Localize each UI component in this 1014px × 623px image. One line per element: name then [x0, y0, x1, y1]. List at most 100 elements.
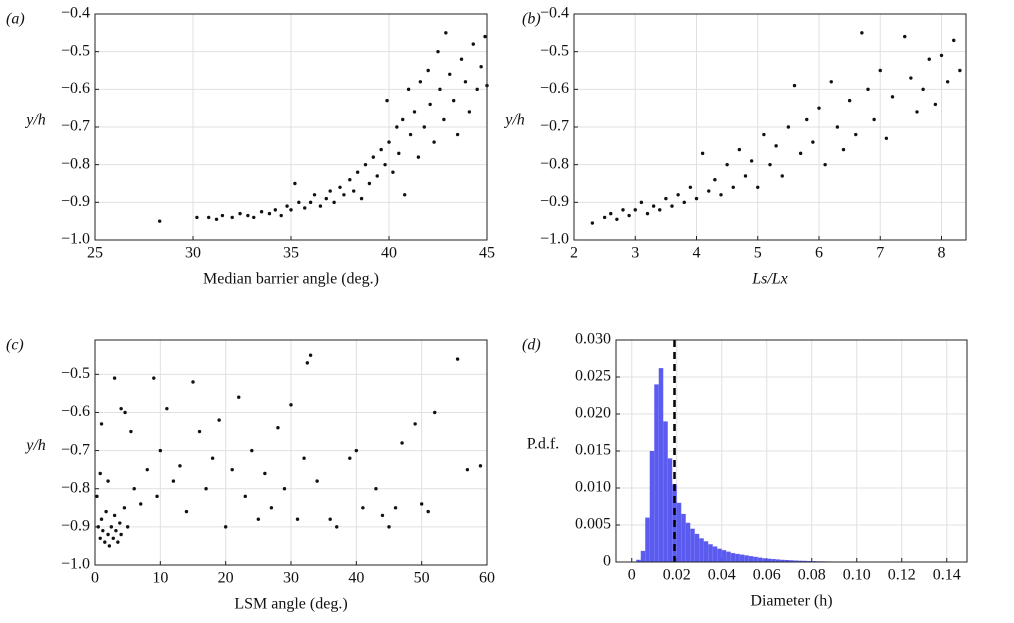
point	[217, 418, 221, 422]
point	[332, 200, 336, 205]
bar	[766, 558, 772, 562]
point	[267, 211, 272, 216]
point	[478, 464, 483, 468]
x-axis-label: Diameter (h)	[750, 593, 832, 610]
y-tick-label: −0.5	[61, 42, 90, 59]
point	[282, 487, 287, 491]
bar	[807, 560, 812, 562]
point	[237, 395, 241, 399]
x-tick-label: 30	[283, 570, 299, 587]
point	[293, 181, 297, 186]
point	[433, 410, 437, 415]
point	[798, 151, 803, 156]
point	[835, 125, 840, 129]
point	[903, 34, 907, 39]
point	[348, 178, 352, 182]
y-tick-label: 0.025	[575, 368, 611, 385]
bar	[748, 556, 754, 562]
point	[328, 189, 332, 193]
y-tick-label: −0.7	[61, 441, 90, 458]
y-tick-label: 0.020	[575, 405, 611, 422]
y-tick-label: −1.0	[61, 556, 90, 573]
y-tick-label: −0.8	[61, 155, 90, 172]
y-tick-label: −0.4	[540, 5, 569, 22]
point	[391, 170, 395, 174]
point	[428, 102, 432, 107]
bar	[775, 559, 781, 562]
bar	[762, 558, 767, 562]
bar	[658, 368, 664, 562]
point	[289, 208, 293, 212]
point	[854, 132, 858, 137]
point	[412, 110, 417, 114]
x-tick-label: 0.14	[933, 567, 961, 584]
point	[401, 117, 405, 122]
y-tick-label: −0.4	[61, 5, 90, 22]
point	[939, 53, 944, 58]
point	[383, 162, 387, 167]
point	[909, 76, 913, 80]
bar	[654, 384, 659, 562]
point	[743, 174, 748, 178]
panel-label: (b)	[522, 11, 541, 28]
x-tick-label: 50	[414, 570, 430, 587]
y-tick-label: 0.015	[575, 442, 611, 459]
point	[328, 517, 332, 521]
panel-label: (d)	[522, 337, 541, 354]
bar	[717, 548, 722, 562]
point	[111, 536, 115, 541]
y-tick-label: −0.9	[540, 193, 569, 210]
point	[408, 132, 413, 137]
point	[246, 213, 250, 218]
point	[380, 513, 385, 518]
point	[359, 196, 364, 201]
plot-frame	[573, 13, 967, 241]
point	[422, 125, 426, 129]
point	[645, 211, 650, 216]
point	[792, 83, 797, 88]
x-tick-label: 35	[283, 245, 299, 262]
bar	[681, 513, 686, 562]
point	[465, 467, 470, 472]
point	[191, 380, 195, 384]
point	[206, 215, 211, 220]
x-tick-label: 0	[628, 567, 636, 584]
point	[112, 513, 117, 518]
bar	[649, 451, 655, 562]
point	[866, 87, 870, 92]
point	[475, 87, 479, 92]
point	[780, 174, 784, 178]
point	[371, 155, 376, 159]
plot-frame	[94, 13, 488, 241]
y-tick-label: −0.7	[61, 118, 90, 135]
bar	[780, 559, 785, 562]
point	[122, 506, 127, 510]
y-tick-label: −0.6	[61, 403, 90, 420]
point	[958, 68, 962, 73]
point	[756, 185, 760, 189]
point	[99, 422, 104, 426]
x-tick-label: 0	[91, 570, 99, 587]
point	[670, 204, 674, 208]
y-tick-label: −1.0	[61, 231, 90, 248]
bar	[640, 550, 646, 562]
point	[214, 217, 219, 221]
point	[459, 57, 464, 61]
point	[762, 132, 766, 137]
x-tick-label: 0.04	[708, 567, 736, 584]
point	[719, 193, 723, 197]
point	[387, 140, 391, 144]
point	[308, 353, 313, 357]
point	[786, 125, 791, 129]
point	[590, 221, 595, 225]
point	[96, 525, 100, 529]
point	[915, 110, 919, 114]
bar	[784, 560, 790, 562]
point	[238, 211, 242, 216]
point	[171, 479, 176, 483]
point	[768, 162, 772, 167]
point	[269, 506, 274, 510]
point	[621, 208, 625, 212]
y-tick-label: −0.9	[61, 518, 90, 535]
point	[295, 517, 300, 521]
